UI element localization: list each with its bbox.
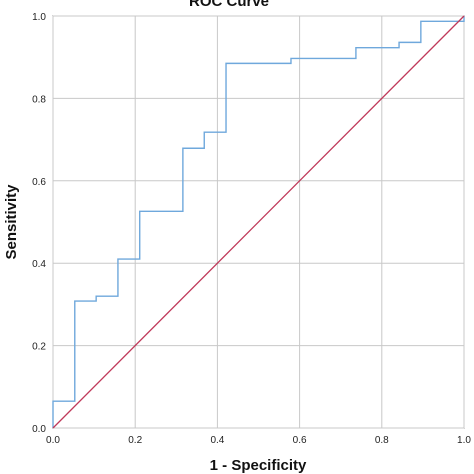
- x-tick-label: 1.0: [457, 435, 471, 446]
- tick-labels: 0.0 0.2 0.4 0.6 0.8 1.0 0.0 0.2 0.4 0.6 0.8 1.0: [32, 12, 471, 446]
- x-tick-label: 0.2: [128, 435, 142, 446]
- x-axis-label: 1 - Specificity: [210, 457, 307, 474]
- y-tick-label: 0.8: [32, 94, 46, 105]
- reference-diagonal-line: [52, 15, 465, 429]
- y-tick-label: 0.4: [32, 259, 46, 270]
- y-tick-label: 0.6: [32, 177, 46, 188]
- series-layer: [52, 15, 465, 429]
- x-tick-label: 0.4: [210, 435, 224, 446]
- chart-title: ROC Curve: [189, 0, 269, 10]
- x-tick-label: 0.6: [293, 435, 307, 446]
- y-tick-label: 1.0: [32, 12, 46, 23]
- y-tick-label: 0.0: [32, 424, 46, 435]
- y-tick-label: 0.2: [32, 342, 46, 353]
- y-axis-label: Sensitivity: [3, 184, 20, 260]
- x-tick-label: 0.8: [375, 435, 389, 446]
- roc-curve-line: [52, 16, 465, 428]
- x-tick-label: 0.0: [46, 435, 60, 446]
- grid: [52, 15, 465, 429]
